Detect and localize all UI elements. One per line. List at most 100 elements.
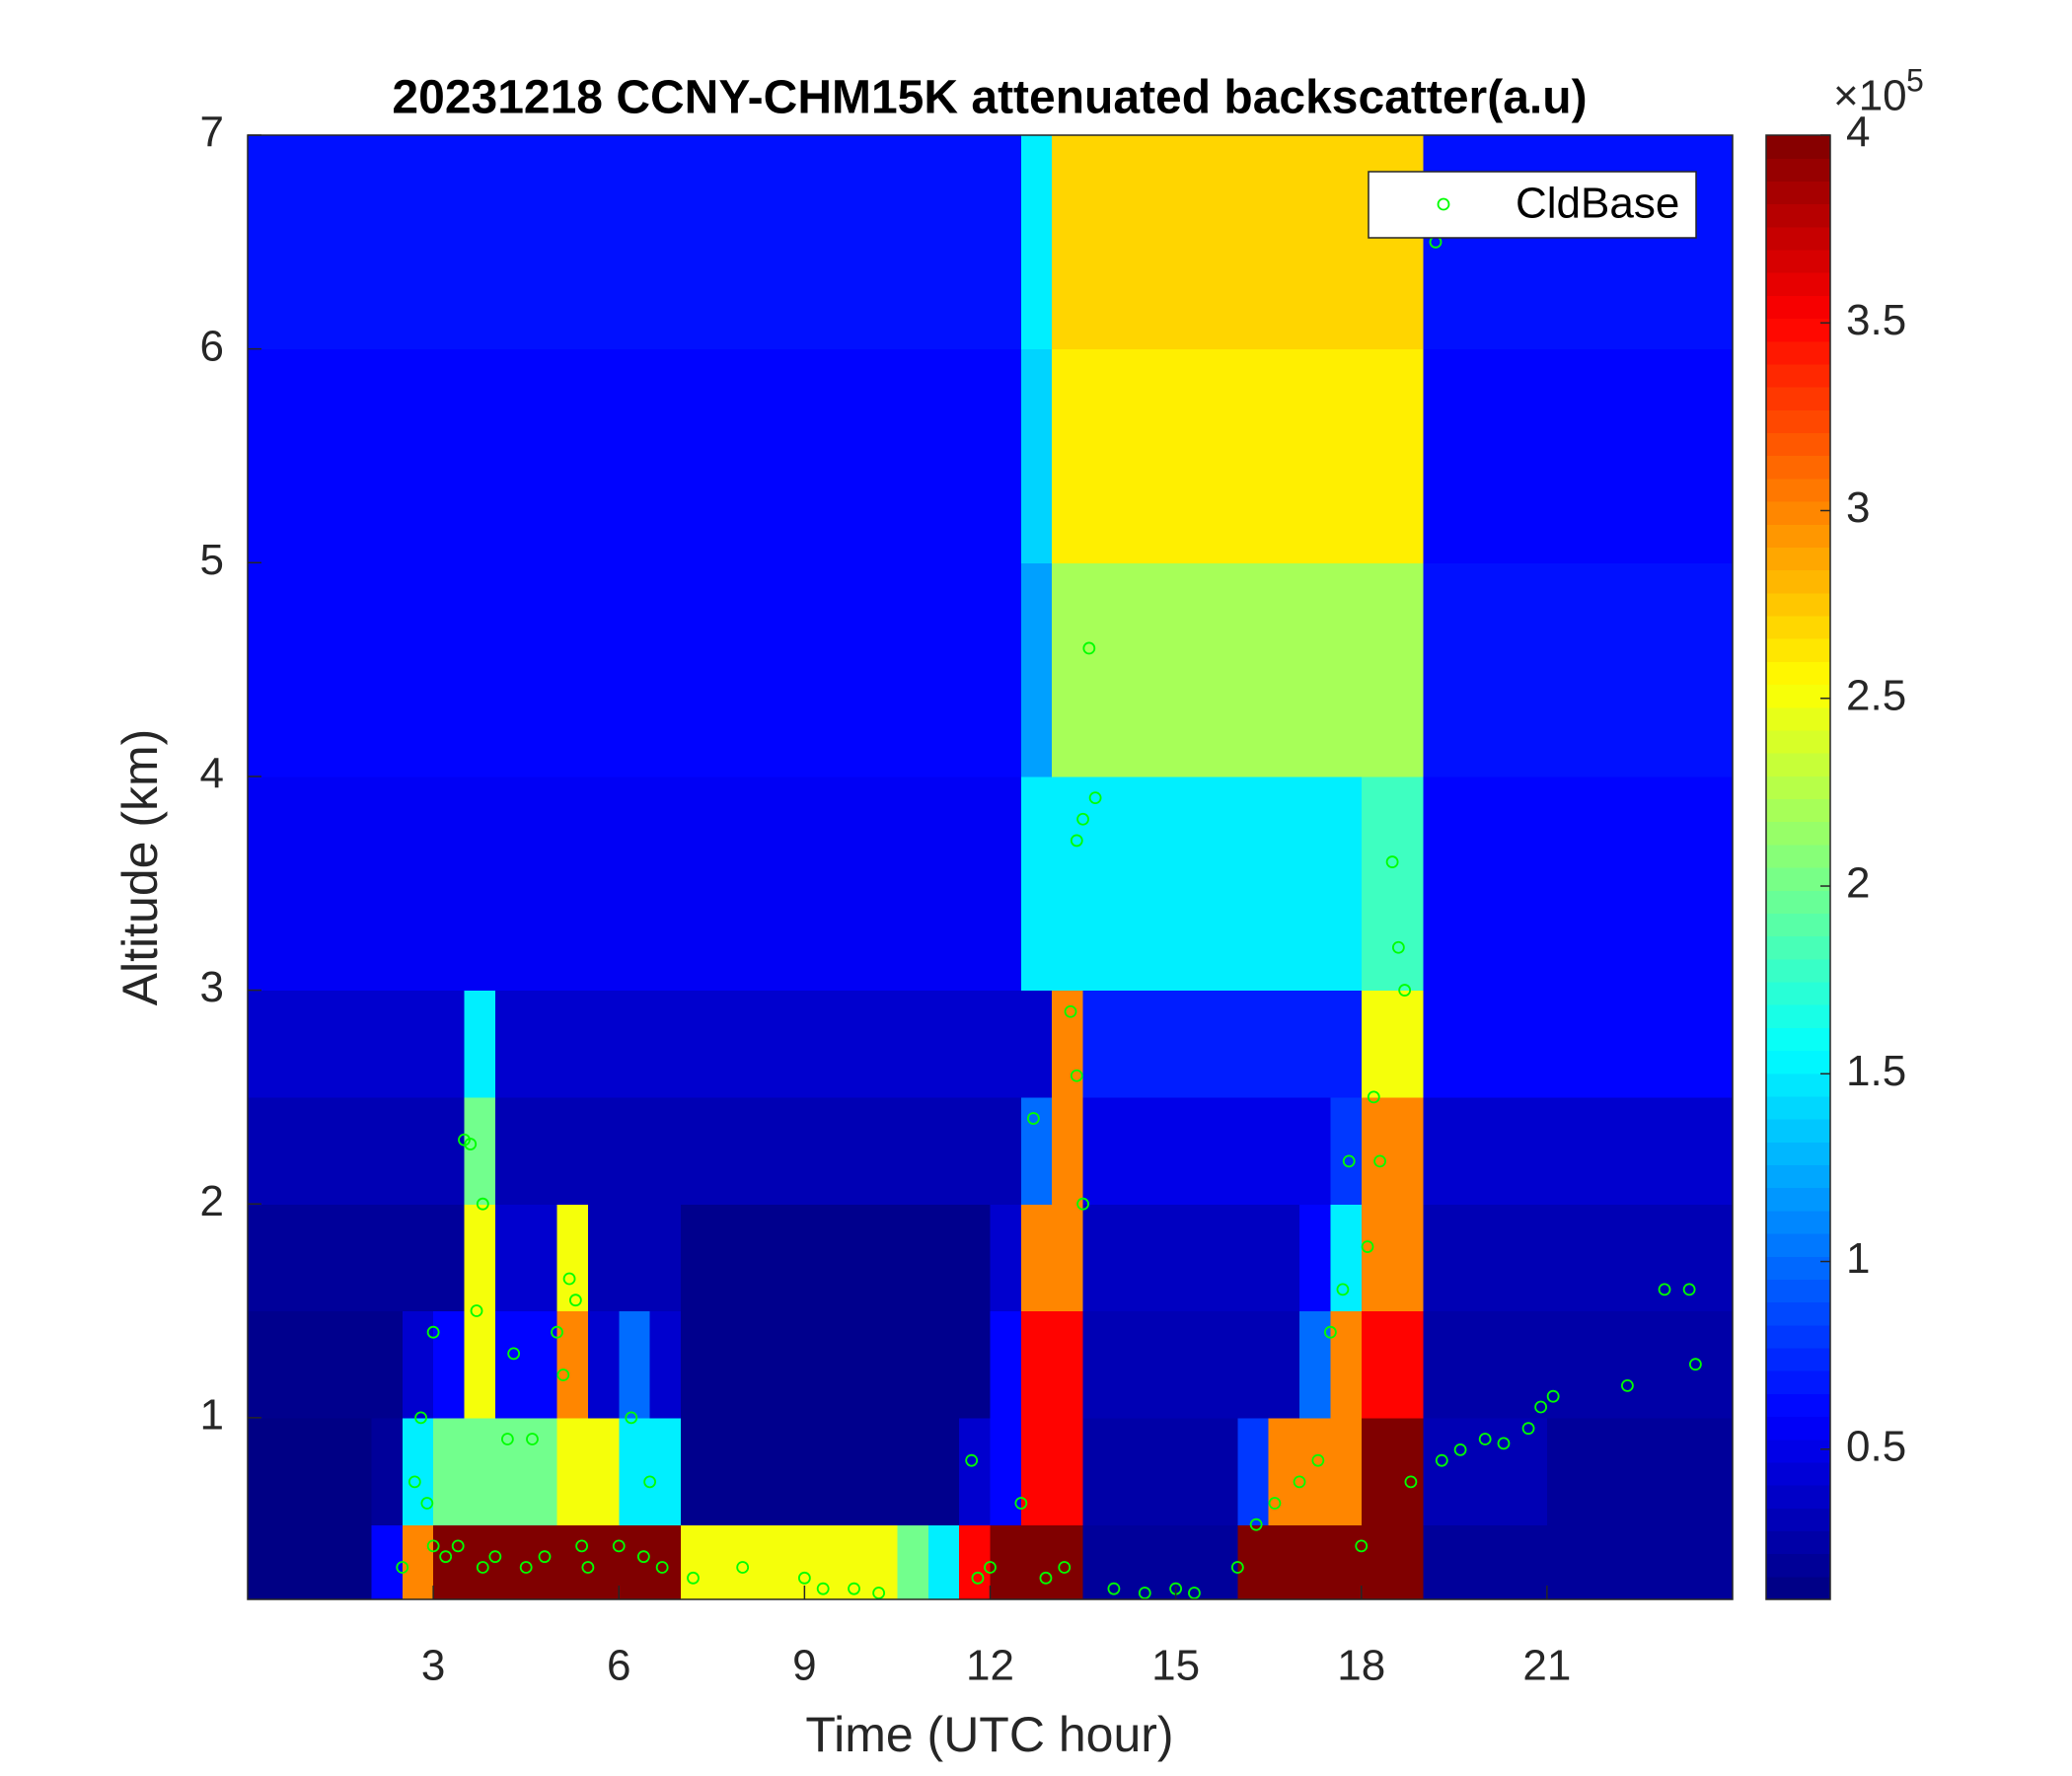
- heatmap-cell: [1113, 776, 1146, 992]
- cloud-base-point: [556, 1369, 570, 1381]
- heatmap-cell: [1113, 562, 1146, 777]
- heatmap-cell: [1361, 348, 1393, 563]
- colorbar-swatch: [1766, 1370, 1830, 1394]
- colorbar-swatch: [1766, 1233, 1830, 1257]
- cloud-base-point: [1398, 984, 1412, 997]
- cloud-base-point: [1521, 1422, 1535, 1436]
- heatmap-cell: [1639, 562, 1671, 777]
- heatmap-cell: [1578, 562, 1610, 777]
- cloud-base-point: [1188, 1587, 1201, 1599]
- heatmap-cell: [402, 1204, 434, 1312]
- heatmap-cell: [680, 562, 712, 777]
- heatmap-cell: [680, 1204, 712, 1312]
- heatmap-cell: [371, 1417, 404, 1525]
- heatmap-cell: [1268, 1310, 1300, 1419]
- heatmap-cell: [1546, 1417, 1579, 1525]
- colorbar-swatch: [1766, 1485, 1830, 1509]
- cloud-base-point: [396, 1561, 409, 1574]
- heatmap-cell: [1082, 1096, 1115, 1205]
- heatmap-cell: [1020, 562, 1053, 777]
- heatmap-cell: [835, 135, 867, 350]
- heatmap-cell: [587, 1204, 620, 1312]
- heatmap-cell: [278, 1310, 311, 1419]
- heatmap-cell: [1145, 1096, 1177, 1205]
- heatmap-cell: [1175, 776, 1208, 992]
- heatmap-cell: [1485, 990, 1517, 1098]
- heatmap-cell: [927, 990, 960, 1098]
- heatmap-cell: [402, 348, 434, 563]
- colorbar-swatch: [1766, 638, 1830, 662]
- colorbar-swatch: [1766, 524, 1830, 548]
- heatmap-cell: [897, 562, 929, 777]
- colorbar-exponent: 5: [1906, 62, 1924, 98]
- heatmap-cell: [433, 1204, 466, 1312]
- heatmap-cell: [248, 348, 279, 563]
- scatter-layer: [396, 235, 1702, 1599]
- heatmap-cell: [1608, 1417, 1641, 1525]
- colorbar-multiplier: ×10: [1833, 72, 1907, 120]
- heatmap-cell: [1361, 1204, 1393, 1312]
- heatmap-cell: [1052, 1096, 1084, 1205]
- heatmap-cell: [1423, 776, 1455, 992]
- heatmap-cell: [309, 348, 341, 563]
- heatmap-cell: [278, 776, 311, 992]
- cloud-base-point: [426, 1325, 440, 1339]
- heatmap-cell: [1113, 135, 1146, 350]
- heatmap-cell: [1608, 990, 1641, 1098]
- colorbar-swatch: [1766, 318, 1830, 342]
- heatmap-cell: [959, 1096, 992, 1205]
- heatmap-cell: [866, 562, 899, 777]
- heatmap-cell: [742, 1310, 775, 1419]
- heatmap-cell: [1516, 776, 1548, 992]
- heatmap-cell: [1578, 348, 1610, 563]
- heatmap-cell: [1237, 1310, 1270, 1419]
- cloud-base-point: [1404, 1475, 1418, 1489]
- heatmap-cell: [1546, 1310, 1579, 1419]
- heatmap-cell: [1670, 990, 1703, 1098]
- heatmap-cell: [340, 348, 373, 563]
- colorbar-swatch: [1766, 729, 1830, 754]
- heatmap-cell: [1392, 1524, 1425, 1600]
- colorbar-swatch: [1766, 1119, 1830, 1143]
- heatmap-cell: [959, 562, 992, 777]
- heatmap-cell: [464, 135, 496, 350]
- cloud-base-point: [568, 1294, 582, 1307]
- heatmap-cell: [774, 1310, 805, 1419]
- heatmap-cell: [959, 135, 992, 350]
- heatmap-cell: [1052, 1204, 1084, 1312]
- heatmap-cell: [990, 1096, 1022, 1205]
- heatmap-cell: [1392, 1310, 1425, 1419]
- heatmap-cell: [1423, 1417, 1455, 1525]
- heatmap-cell: [1516, 348, 1548, 563]
- cloud-base-point: [736, 1561, 750, 1574]
- heatmap-cell: [649, 776, 682, 992]
- heatmap-cell: [990, 776, 1022, 992]
- heatmap-cell: [1113, 990, 1146, 1098]
- heatmap-cell: [1578, 1204, 1610, 1312]
- heatmap-cell: [1268, 1417, 1300, 1525]
- heatmap-cell: [402, 562, 434, 777]
- y-tick-label: 6: [200, 322, 224, 370]
- cloud-base-point: [500, 1433, 514, 1445]
- heatmap-cell: [1578, 135, 1610, 350]
- heatmap-cell: [1052, 990, 1084, 1098]
- heatmap-cell: [1330, 1204, 1363, 1312]
- colorbar-swatch: [1766, 272, 1830, 296]
- heatmap-cell: [1546, 990, 1579, 1098]
- colorbar-swatch: [1766, 1164, 1830, 1189]
- heatmap-cell: [897, 1310, 929, 1419]
- heatmap-cell: [1516, 1417, 1548, 1525]
- colorbar-swatch: [1766, 135, 1830, 159]
- heatmap-cell: [371, 1096, 404, 1205]
- heatmap-cell: [402, 1417, 434, 1525]
- heatmap-cell: [959, 990, 992, 1098]
- colorbar-swatch: [1766, 455, 1830, 480]
- heatmap-cell: [742, 135, 775, 350]
- heatmap-cell: [1608, 135, 1641, 350]
- heatmap-cell: [619, 1417, 651, 1525]
- heatmap-cell: [248, 135, 279, 350]
- cloud-base-point: [581, 1561, 595, 1574]
- cloud-base-point: [1367, 1090, 1380, 1104]
- heatmap-cell: [1145, 1524, 1177, 1600]
- x-tick-label: 9: [792, 1642, 816, 1690]
